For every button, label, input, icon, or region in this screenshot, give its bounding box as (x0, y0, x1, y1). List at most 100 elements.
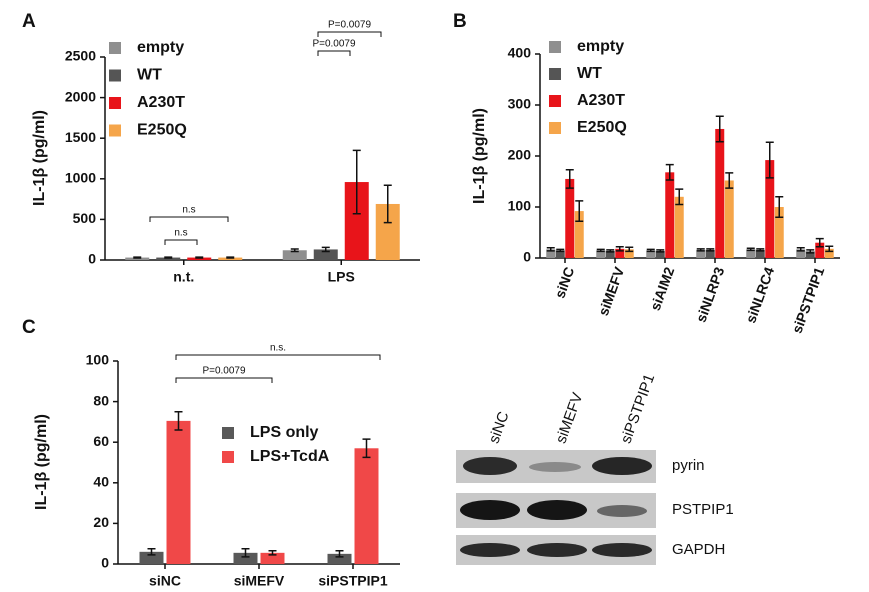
y-tick-label: 80 (93, 392, 109, 408)
error-bar (656, 249, 665, 253)
error-bar (615, 246, 624, 252)
bar (624, 249, 634, 258)
error-bar (825, 245, 834, 253)
y-axis-label: IL-1β (pg/ml) (33, 414, 50, 510)
error-bar (147, 548, 156, 556)
x-tick-label: siNC (551, 265, 577, 300)
y-tick-label: 2000 (65, 88, 96, 104)
error-bar (226, 256, 235, 259)
error-bar (352, 149, 361, 215)
legend-swatch (109, 42, 121, 54)
legend-label: LPS+TcdA (250, 448, 330, 465)
error-bar (775, 196, 784, 218)
error-bar (746, 247, 755, 252)
bar (765, 160, 775, 258)
lane-label: siPSTPIP1 (618, 372, 659, 446)
bar (696, 249, 706, 258)
annotation: P=0.0079 (202, 366, 246, 377)
legend-swatch (222, 451, 234, 463)
error-bar (665, 163, 674, 181)
error-bar (606, 249, 615, 253)
bar (233, 552, 258, 564)
error-bar (133, 256, 142, 259)
annotation: P=0.0079 (328, 20, 372, 31)
y-tick-label: 400 (508, 45, 532, 61)
lane-label: siNC (486, 409, 513, 446)
lane-label: siMEFV (553, 391, 587, 446)
error-bar (815, 237, 824, 248)
band-label: GAPDH (672, 541, 725, 558)
error-bar (646, 248, 655, 253)
bracket (175, 377, 273, 383)
y-tick-label: 500 (73, 210, 97, 226)
y-tick-label: 40 (93, 474, 109, 490)
legend-swatch (109, 124, 121, 137)
bar (815, 242, 825, 258)
error-bar (725, 172, 734, 189)
error-bar (321, 246, 330, 253)
panel-letter: A (22, 11, 36, 32)
bar (282, 250, 307, 260)
y-tick-label: 300 (508, 96, 532, 112)
blot-image (456, 450, 656, 565)
bracket (164, 239, 198, 245)
x-tick-label: siAIM2 (647, 265, 678, 313)
error-bar (715, 115, 724, 143)
bar (655, 250, 665, 258)
error-bar (290, 248, 299, 253)
x-tick-label: siNC (149, 573, 181, 589)
bar (313, 249, 338, 260)
error-bar (765, 141, 774, 179)
x-tick-label: siMEFV (234, 573, 285, 589)
bar (605, 250, 615, 258)
x-tick-label: siNLRC4 (742, 265, 777, 325)
bar (724, 180, 734, 258)
bar (796, 249, 806, 258)
x-tick-label: siPSTPIP1 (789, 265, 828, 336)
bar (139, 551, 164, 564)
legend-swatch (549, 95, 561, 107)
bar (774, 207, 784, 258)
error-bar (383, 184, 392, 224)
bracket (175, 354, 381, 360)
error-bar (241, 548, 250, 558)
x-tick-label: siPSTPIP1 (318, 573, 387, 589)
bar (166, 420, 191, 564)
bar (746, 249, 756, 258)
x-tick-label: siNLRP3 (693, 265, 728, 325)
band-label: PSTPIP1 (672, 501, 734, 518)
bar (187, 257, 212, 260)
annotation: n.s (182, 205, 195, 216)
legend-swatch (549, 68, 561, 80)
bar (574, 211, 584, 258)
legend-label: E250Q (137, 122, 187, 139)
annotation: P=0.0079 (312, 39, 356, 50)
error-bar (195, 256, 204, 259)
bracket (317, 31, 382, 37)
bracket (317, 50, 351, 56)
bar (824, 248, 834, 258)
legend-swatch (549, 41, 561, 53)
bracket (149, 216, 229, 222)
bar (715, 128, 725, 258)
error-bar (706, 248, 715, 252)
error-bar (335, 550, 344, 558)
legend-label: WT (577, 65, 602, 82)
legend-label: empty (137, 39, 184, 56)
error-bar (796, 247, 805, 252)
y-axis-label: IL-1β (pg/ml) (31, 110, 48, 206)
error-bar (174, 411, 183, 431)
legend-label: A230T (577, 92, 625, 109)
legend-label: LPS only (250, 424, 319, 441)
y-axis-label: IL-1β (pg/ml) (471, 108, 488, 204)
panel-letter: B (453, 11, 467, 32)
error-bar (546, 247, 555, 252)
error-bar (675, 188, 684, 206)
x-tick-label: siMEFV (595, 264, 628, 318)
bar (755, 249, 765, 258)
y-tick-label: 1500 (65, 129, 96, 145)
y-tick-label: 200 (508, 147, 532, 163)
error-bar (756, 248, 765, 252)
bar (546, 249, 556, 258)
